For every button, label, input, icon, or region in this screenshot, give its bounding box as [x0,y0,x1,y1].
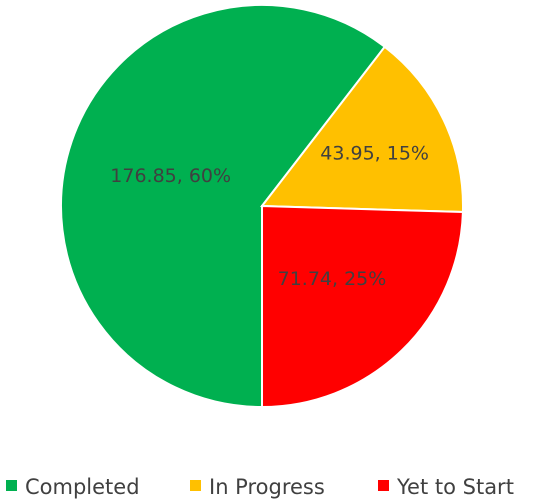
legend-swatch-in-progress [190,480,201,491]
legend: Completed In Progress Yet to Start [6,475,514,499]
legend-label-in-progress: In Progress [209,475,325,499]
pie-data-labels: 176.85, 60% 43.95, 15% 71.74, 25% [110,143,429,290]
pie-slice-completed [60,4,387,409]
legend-label-completed: Completed [25,475,140,499]
legend-swatch-yet-to-start [378,480,389,491]
data-label-in-progress: 43.95, 15% [320,143,429,165]
data-label-yet-to-start: 71.74, 25% [278,268,387,290]
legend-label-yet-to-start: Yet to Start [396,475,514,499]
legend-swatch-completed [6,480,17,491]
pie-slice-yet-to-start [261,204,464,409]
data-label-completed: 176.85, 60% [110,165,231,187]
pie-slices [60,4,464,409]
pie-slice-in-progress [260,45,464,214]
